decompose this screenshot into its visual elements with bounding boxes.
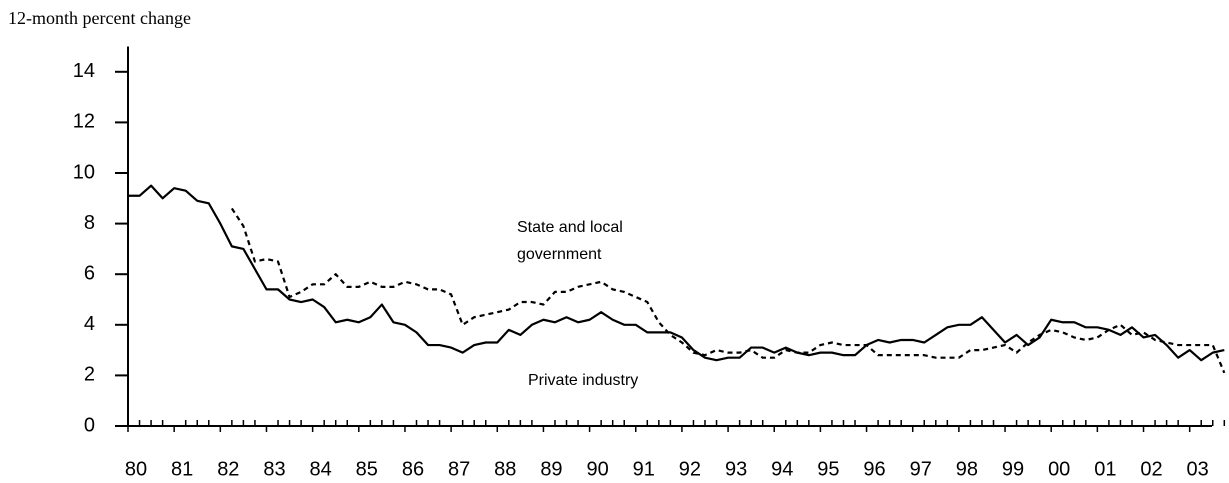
- data-line: [128, 184, 1225, 362]
- x-tick-label: 95: [817, 458, 839, 480]
- x-tick-label: 86: [402, 458, 424, 480]
- y-axis-label: 12-month percent change: [8, 8, 191, 28]
- x-tick-label: 94: [771, 458, 793, 480]
- x-tick-label: 83: [263, 458, 285, 480]
- annotation: Private industry: [528, 372, 638, 389]
- y-tick-label: 4: [84, 313, 95, 335]
- x-tick-label: 01: [1094, 458, 1116, 480]
- y-tick-label: 6: [84, 262, 95, 284]
- x-tick-label: 98: [956, 458, 978, 480]
- x-tick-label: 96: [863, 458, 885, 480]
- y-tick-label: 8: [84, 212, 95, 234]
- x-tick-label: 84: [310, 458, 332, 480]
- x-tick-label: 02: [1140, 458, 1162, 480]
- y-tick-label: 2: [84, 364, 95, 386]
- x-tick-label: 93: [725, 458, 747, 480]
- x-tick-label: 81: [171, 458, 193, 480]
- x-tick-label: 91: [633, 458, 655, 480]
- x-tick-label: 99: [1002, 458, 1024, 480]
- y-tick-label: 10: [73, 161, 95, 183]
- x-tick-label: 82: [217, 458, 239, 480]
- x-tick-label: 00: [1048, 458, 1070, 480]
- y-tick-label: 0: [84, 414, 95, 436]
- x-tick-label: 88: [494, 458, 516, 480]
- x-tick-label: 03: [1187, 458, 1209, 480]
- x-tick-label: 97: [910, 458, 932, 480]
- x-tick-label: 80: [125, 458, 147, 480]
- x-tick-label: 89: [540, 458, 562, 480]
- x-tick-label: 87: [448, 458, 470, 480]
- y-tick-label: 14: [73, 60, 95, 82]
- y-tick-label: 12: [73, 111, 95, 133]
- x-tick-label: 85: [356, 458, 378, 480]
- x-tick-label: 90: [586, 458, 608, 480]
- annotation: government: [517, 246, 602, 263]
- data-line: [230, 207, 1226, 374]
- annotation: State and local: [517, 219, 623, 236]
- x-tick-label: 92: [679, 458, 701, 480]
